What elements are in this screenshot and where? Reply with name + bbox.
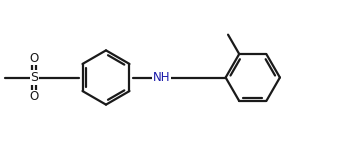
Text: S: S bbox=[30, 71, 38, 84]
Text: O: O bbox=[29, 52, 39, 65]
Text: O: O bbox=[29, 90, 39, 103]
Text: NH: NH bbox=[153, 71, 171, 84]
